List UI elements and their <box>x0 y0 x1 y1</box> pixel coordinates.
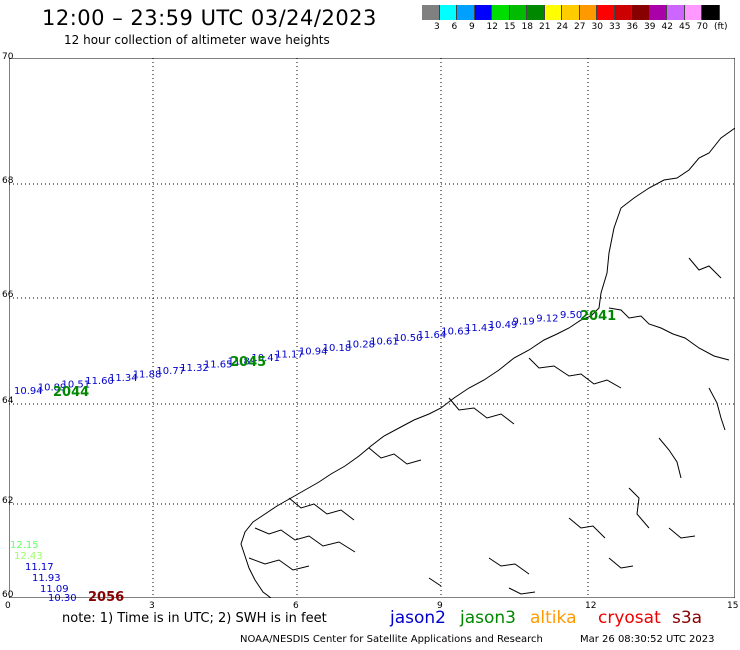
swh-value-label: 11.64 <box>418 330 447 341</box>
swh-value-label: 11.43 <box>465 323 494 334</box>
swh-value-label: 10.28 <box>346 340 375 351</box>
colorbar-swatch <box>614 5 632 20</box>
swh-value-label: 11.34 <box>109 373 138 384</box>
pass-number-label: 2044 <box>53 385 89 400</box>
colorbar-label: 24 <box>556 22 568 32</box>
swh-value-label: 12.15 <box>10 540 39 551</box>
lat-tick-label: 66 <box>2 290 14 300</box>
colorbar-swatch <box>527 5 545 20</box>
swh-value-label: 10.30 <box>48 593 77 604</box>
colorbar-label: 45 <box>679 22 691 32</box>
swh-value-label: 10.77 <box>156 366 185 377</box>
colorbar-label: 6 <box>451 22 458 32</box>
pass-number-label: 2056 <box>88 590 124 605</box>
lon-tick-label: 12 <box>585 601 597 611</box>
lat-tick-label: 60 <box>2 590 14 600</box>
lon-tick-label: 9 <box>437 601 443 611</box>
wave-height-colorbar <box>422 5 720 20</box>
colorbar-label: 30 <box>591 22 603 32</box>
map-subtitle: 12 hour collection of altimeter wave hei… <box>64 33 330 47</box>
colorbar-label: 27 <box>574 22 586 32</box>
swh-value-label: 10.41 <box>251 353 280 364</box>
colorbar-swatch <box>597 5 615 20</box>
footer-note: note: 1) Time is in UTC; 2) SWH is in fe… <box>62 611 327 626</box>
colorbar-label: 70 <box>696 22 708 32</box>
colorbar-swatch <box>439 5 457 20</box>
colorbar-labels: 3 6 9 12 15 18 21 24 27 30 33 36 39 42 45 70 (ft) <box>422 22 740 34</box>
colorbar-swatch <box>632 5 650 20</box>
swh-value-label: 10.63 <box>441 327 470 338</box>
lon-tick-label: 3 <box>149 601 155 611</box>
swh-value-label: 9.50 <box>560 310 582 321</box>
lon-tick-label: 0 <box>5 601 11 611</box>
swh-value-label: 10.94 <box>14 386 43 397</box>
colorbar-swatch <box>457 5 475 20</box>
colorbar-label: 18 <box>521 22 533 32</box>
swh-value-label: 11.09 <box>40 584 69 595</box>
colorbar-label: 3 <box>434 22 440 32</box>
satellite-legend-cryosat: cryosat <box>598 608 661 628</box>
satellite-legend-altika: altika <box>530 608 577 628</box>
colorbar-label: 15 <box>504 22 516 32</box>
swh-value-label: 10.18 <box>323 343 352 354</box>
pass-number-label: 2045 <box>230 355 266 370</box>
swh-value-label: 10.49 <box>489 320 518 331</box>
colorbar-swatch <box>509 5 527 20</box>
colorbar-label: 33 <box>609 22 621 32</box>
pass-number-label: 2041 <box>580 309 616 324</box>
swh-value-label: 10.50 <box>394 333 423 344</box>
colorbar-swatch <box>684 5 702 20</box>
graticule <box>9 58 735 598</box>
swh-value-label: 10.61 <box>370 336 399 347</box>
colorbar-swatch <box>702 5 720 20</box>
credit-line: NOAA/NESDIS Center for Satellite Applica… <box>240 634 543 645</box>
colorbar-label: 12 <box>486 22 498 32</box>
map-border <box>9 58 735 598</box>
satellite-legend-jason3: jason3 <box>460 608 516 628</box>
colorbar-label: 21 <box>539 22 551 32</box>
swh-value-label: 10.89 <box>38 383 67 394</box>
satellite-legend-s3a: s3a <box>672 608 703 628</box>
colorbar-swatch <box>422 5 440 20</box>
colorbar-swatch <box>474 5 492 20</box>
swh-value-label: 11.88 <box>133 369 162 380</box>
colorbar-swatch <box>544 5 562 20</box>
swh-value-label: 11.17 <box>275 350 304 361</box>
generation-timestamp: Mar 26 08:30:52 UTC 2023 <box>580 634 715 645</box>
altimeter-map <box>9 58 735 598</box>
swh-value-label: 11.17 <box>25 562 54 573</box>
lat-tick-label: 70 <box>2 52 14 62</box>
colorbar-label: 36 <box>626 22 638 32</box>
swh-value-label: 11.32 <box>180 363 209 374</box>
swh-value-label: 11.60 <box>85 376 114 387</box>
colorbar-swatch <box>562 5 580 20</box>
lat-tick-label: 64 <box>2 396 14 406</box>
swh-value-label: 12.43 <box>14 551 43 562</box>
lat-tick-label: 68 <box>2 176 14 186</box>
colorbar-swatch <box>579 5 597 20</box>
lon-tick-label: 6 <box>293 601 299 611</box>
swh-value-label: 9.12 <box>536 313 558 324</box>
colorbar-swatch <box>667 5 685 20</box>
lat-tick-label: 62 <box>2 496 14 506</box>
colorbar-label: 39 <box>644 22 656 32</box>
satellite-legend-jason2: jason2 <box>390 608 446 628</box>
swh-value-label: 11.93 <box>32 573 61 584</box>
swh-value-label: 10.94 <box>299 346 328 357</box>
colorbar-label: (ft) <box>714 22 728 32</box>
colorbar-swatch <box>492 5 510 20</box>
swh-value-label: 11.89 <box>228 356 257 367</box>
colorbar-swatch <box>649 5 667 20</box>
lon-tick-label: 15 <box>727 601 739 611</box>
map-title: 12:00 – 23:59 UTC 03/24/2023 <box>42 6 377 30</box>
colorbar-label: 42 <box>661 22 673 32</box>
swh-value-label: 11.65 <box>204 360 233 371</box>
swh-value-label: 10.51 <box>61 379 90 390</box>
colorbar-label: 9 <box>469 22 475 32</box>
coastline <box>240 127 735 598</box>
swh-value-label: 9.19 <box>513 317 535 328</box>
